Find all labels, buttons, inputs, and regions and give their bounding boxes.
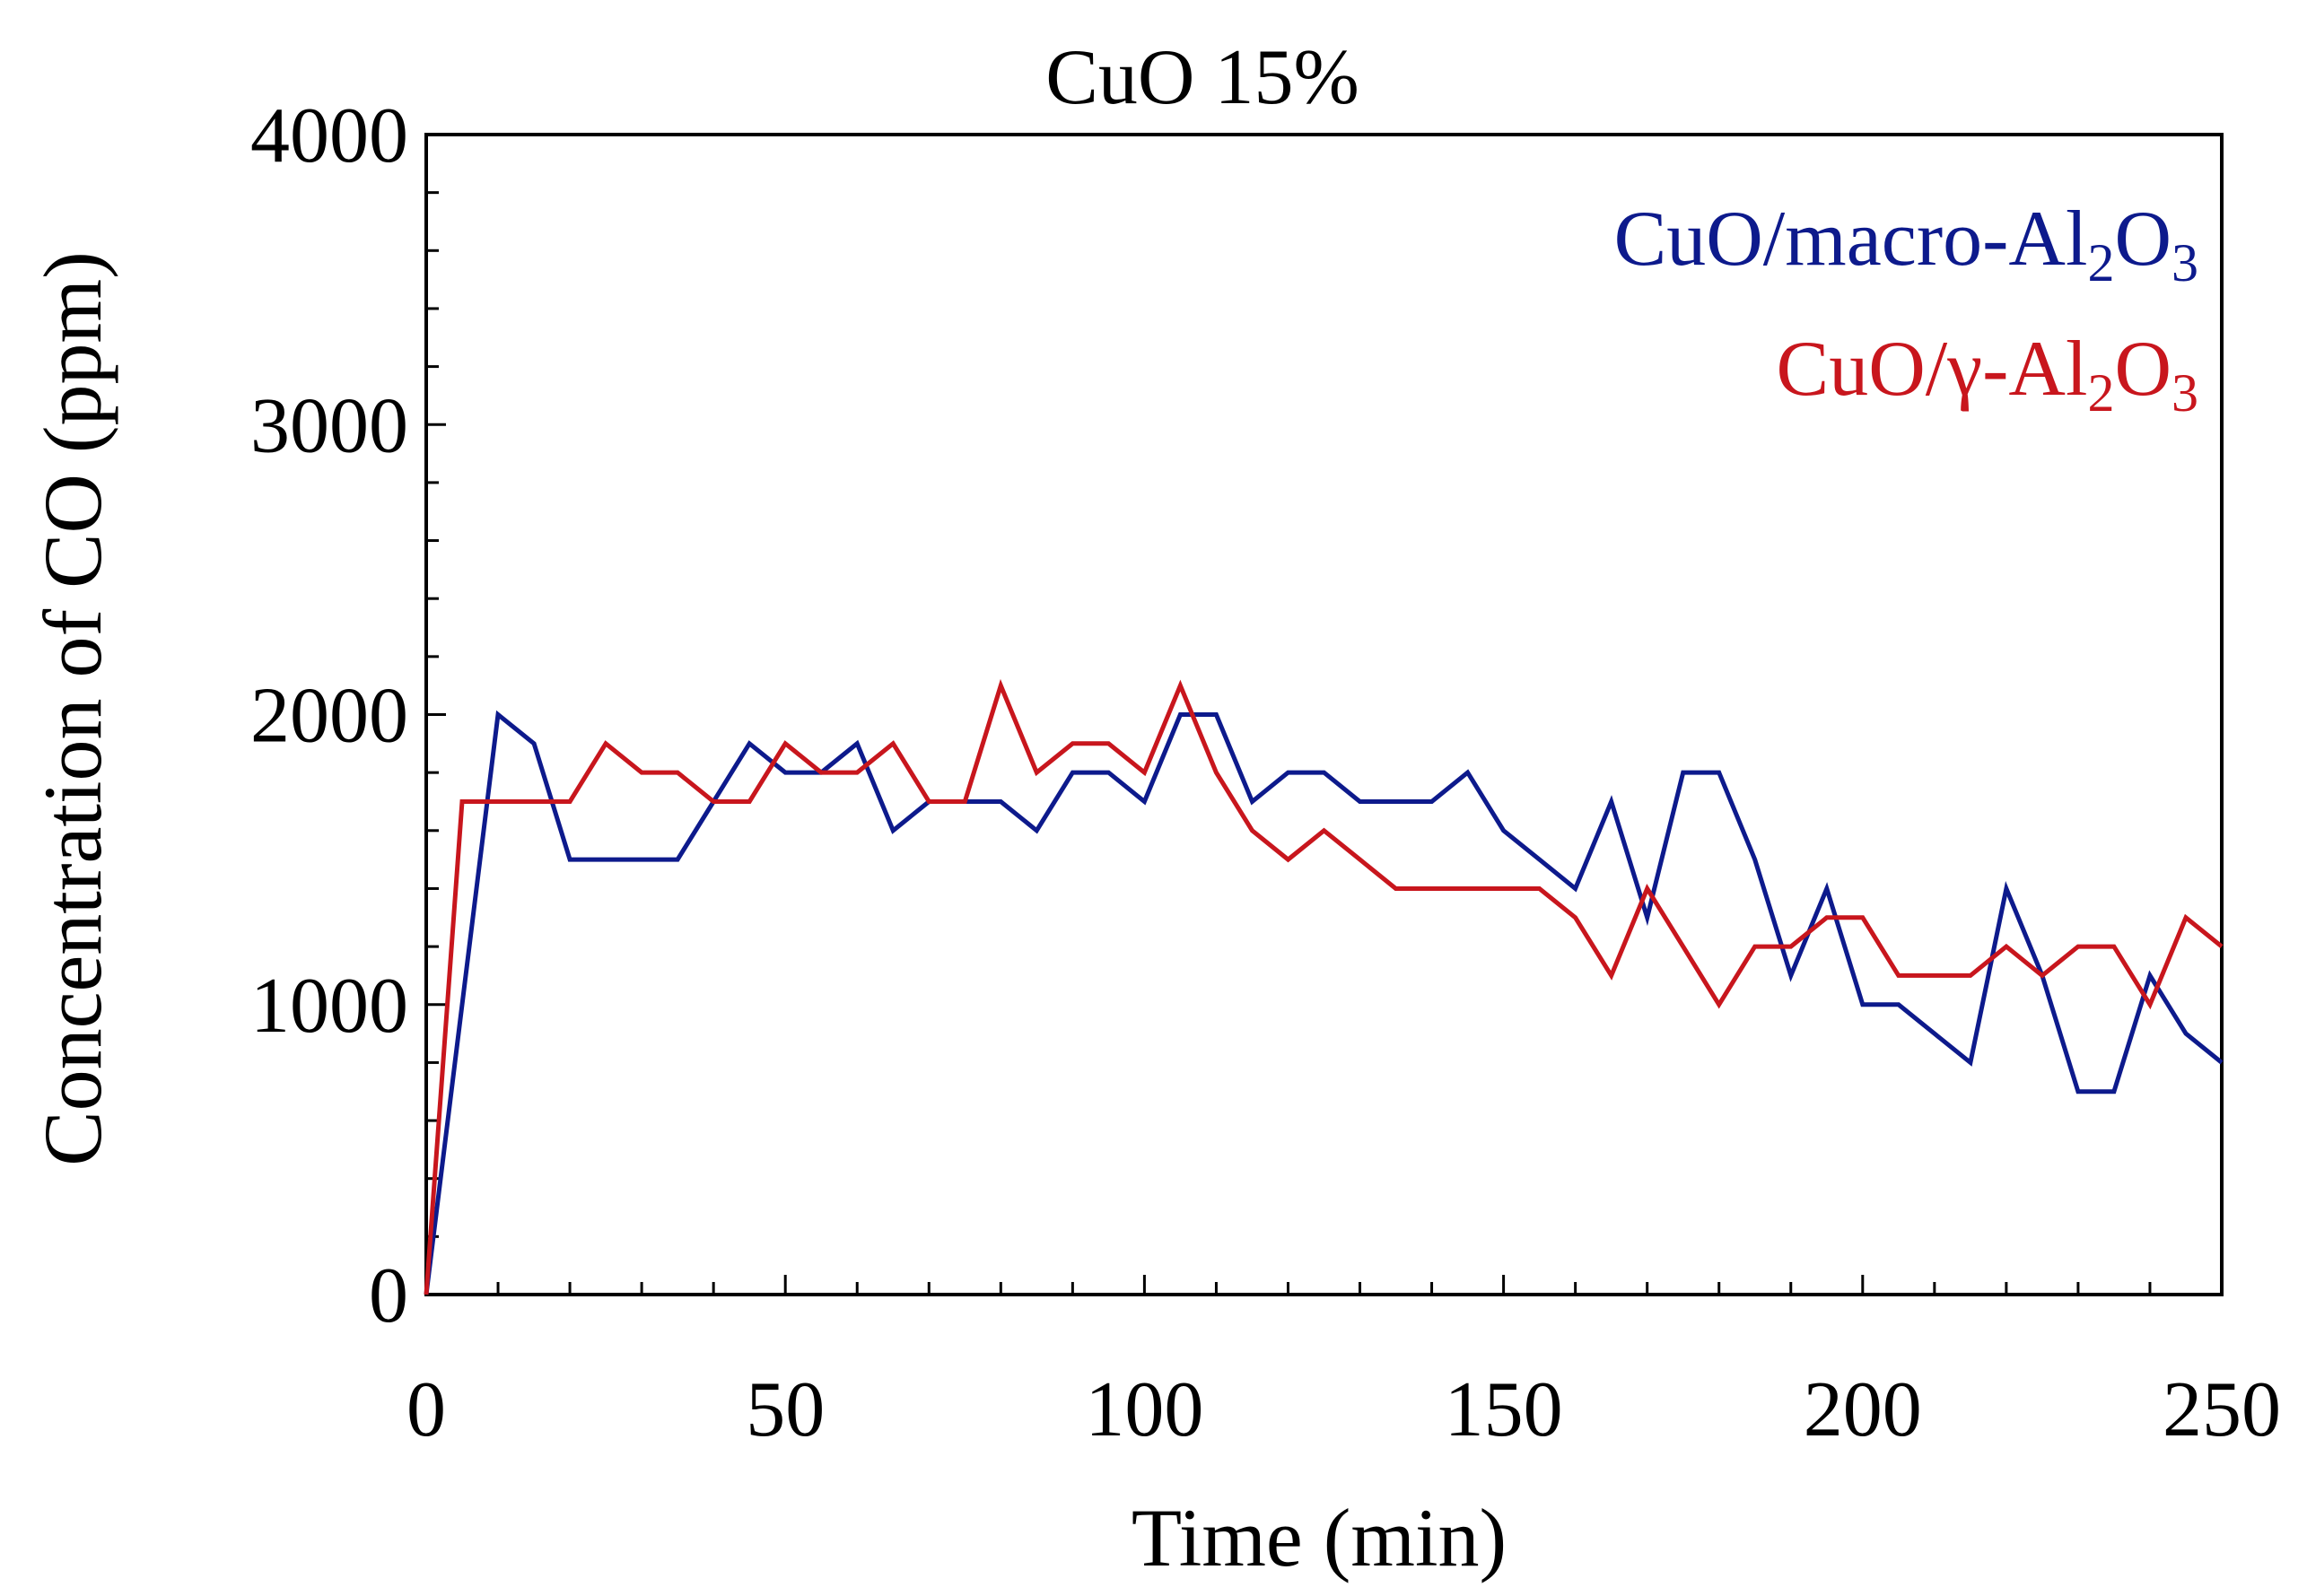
minor-ticks	[424, 133, 2224, 1296]
x-tick-label: 200	[1804, 1366, 1922, 1453]
x-tick-label: 150	[1445, 1366, 1563, 1453]
x-tick-label: 250	[2163, 1366, 2281, 1453]
y-tick-label: 0	[369, 1252, 408, 1339]
x-tick-label: 0	[406, 1366, 446, 1453]
x-tick-label: 100	[1085, 1366, 1203, 1453]
chart-title: CuO 15%	[1045, 34, 1359, 121]
y-tick-label: 3000	[250, 382, 408, 469]
x-tick-labels: 0 50 100 150 200 250	[406, 1366, 2281, 1453]
legend: CuO/macro-Al2O3 CuO/γ-Al2O3	[1614, 196, 2198, 423]
y-tick-label: 2000	[250, 673, 408, 760]
x-tick-label: 50	[746, 1366, 825, 1453]
series-line-1	[424, 710, 2224, 1295]
series-line-2	[424, 678, 2224, 1295]
plot-frame	[424, 133, 2224, 1296]
y-tick-label: 1000	[250, 963, 408, 1050]
legend-entry-1: CuO/macro-Al2O3	[1614, 196, 2198, 292]
y-tick-labels: 0 1000 2000 3000 4000	[250, 92, 408, 1339]
plot-border	[424, 133, 2224, 1296]
series-lines	[424, 678, 2224, 1295]
legend-entry-2: CuO/γ-Al2O3	[1777, 326, 2198, 423]
x-axis-title: Time (min)	[1132, 1492, 1507, 1583]
y-axis-title: Concentration of CO (ppm)	[27, 251, 118, 1165]
y-tick-label: 4000	[250, 92, 408, 179]
